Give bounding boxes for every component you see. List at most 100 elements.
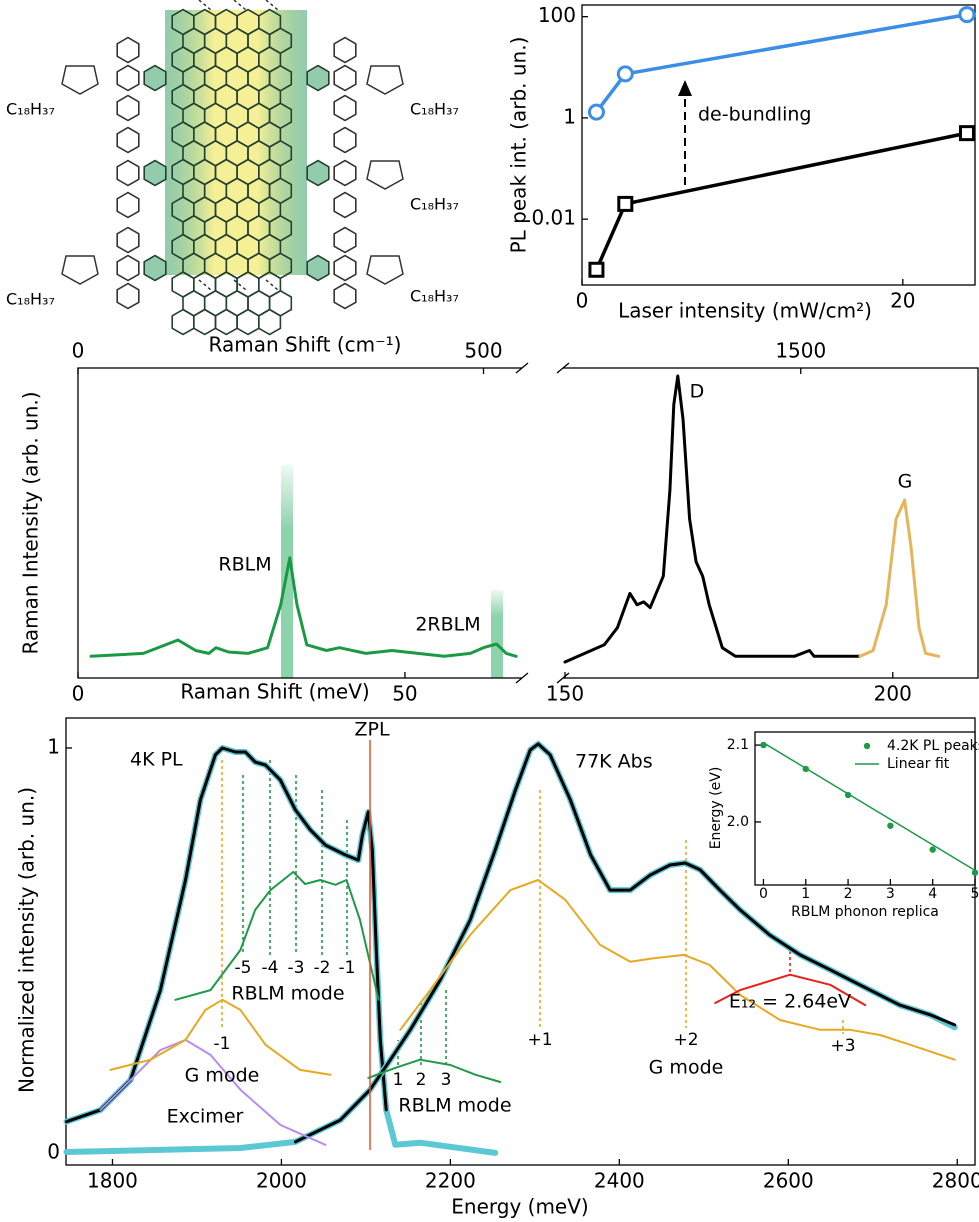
annotation: E₁₂ = 2.64eV — [729, 991, 851, 1013]
x-tick-label: 1 — [801, 886, 810, 902]
arrow-head — [678, 80, 692, 96]
x-tick-label: 20 — [890, 289, 915, 313]
series-line — [175, 872, 378, 1000]
x-tick-label: 0 — [576, 289, 589, 313]
annotation: +2 — [673, 1030, 698, 1050]
annotation: 2RBLM — [415, 614, 480, 636]
ring — [334, 193, 356, 218]
ring — [144, 161, 166, 186]
data-point — [590, 263, 603, 276]
ring — [194, 310, 216, 335]
x-tick-label: 3 — [886, 886, 895, 902]
ring — [334, 66, 356, 91]
data-point — [589, 105, 603, 119]
y-tick-label: 1 — [563, 104, 576, 128]
x-axis-label: Laser intensity (mW/cm²) — [618, 299, 872, 323]
ring — [334, 38, 356, 63]
annotation: +1 — [527, 1030, 552, 1050]
x-axis-label: RBLM phonon replica — [791, 904, 939, 920]
imide-ring — [367, 161, 403, 189]
x-axis-label: Raman Shift (meV) — [180, 680, 369, 704]
annotation: RBLM mode — [398, 1095, 511, 1117]
ring — [117, 128, 139, 153]
data-point — [887, 823, 893, 829]
ring — [237, 310, 259, 335]
x-tick-label: 150 — [546, 682, 584, 706]
y-tick-label: 0.01 — [531, 206, 576, 230]
x2-axis-label: Raman Shift (cm⁻¹) — [209, 333, 402, 357]
x-tick-label: 2200 — [425, 1169, 476, 1193]
substituent-label: C₁₈H₃₇ — [410, 100, 459, 119]
ring — [117, 284, 139, 309]
annotation: Excimer — [167, 1106, 244, 1128]
x-tick-label: 2000 — [256, 1169, 307, 1193]
annotation: 3 — [441, 1070, 452, 1090]
ring — [307, 161, 329, 186]
x-tick-label: 2800 — [932, 1169, 979, 1193]
y-tick-label: 100 — [538, 3, 576, 27]
bond-dash — [266, 280, 278, 290]
axis-break — [522, 675, 563, 681]
annotation: 1 — [393, 1070, 404, 1090]
x2-tick-label: 500 — [464, 339, 502, 363]
annotation: 4K PL — [130, 749, 183, 771]
data-point — [619, 197, 632, 210]
y-axis-label: Normalized intensity (arb. un.) — [15, 787, 39, 1093]
x-tick-label: 1800 — [87, 1169, 138, 1193]
data-point — [960, 127, 973, 140]
ring — [117, 256, 139, 281]
imide-ring — [62, 256, 98, 284]
y-tick-label: 2.0 — [727, 814, 749, 830]
x-tick-label: 5 — [971, 886, 979, 902]
figure: C₁₈H₃₇C₁₈H₃₇C₁₈H₃₇C₁₈H₃₇C₁₈H₃₇ 0.0111000… — [0, 0, 979, 1222]
annotation: -2 — [314, 958, 331, 978]
y-axis-label: Energy (eV) — [708, 767, 724, 850]
ring — [172, 310, 194, 335]
series-line — [67, 748, 496, 1153]
bond-dash — [234, 280, 246, 290]
ring — [117, 193, 139, 218]
imide-ring — [367, 256, 403, 284]
ring — [117, 38, 139, 63]
x-tick-label: 0 — [72, 682, 85, 706]
x2-tick-label: 1500 — [775, 339, 826, 363]
substituent-label: C₁₈H₃₇ — [6, 100, 55, 119]
legend-label: Linear fit — [887, 756, 950, 772]
x2-tick-label: 0 — [72, 339, 85, 363]
imide-ring — [62, 66, 98, 94]
annotation: -4 — [262, 958, 279, 978]
bond-dash — [266, 0, 278, 10]
ring — [117, 96, 139, 121]
annotation: 2 — [416, 1070, 427, 1090]
annotation: ZPL — [354, 719, 389, 741]
y-tick-label: 0 — [47, 1139, 60, 1163]
data-point — [929, 846, 935, 852]
x-tick-label: 2 — [844, 886, 853, 902]
annotation: RBLM — [218, 554, 271, 576]
x-tick-label: 50 — [392, 682, 417, 706]
ring — [334, 284, 356, 309]
substituent-label: C₁₈H₃₇ — [410, 195, 459, 214]
series-line — [565, 376, 860, 662]
ring — [117, 161, 139, 186]
ring — [307, 256, 329, 281]
y-tick-label: 2.1 — [727, 737, 749, 753]
x-tick-label: 2600 — [763, 1169, 814, 1193]
annotation: +3 — [830, 1036, 855, 1056]
annotation: 77K Abs — [575, 751, 653, 773]
plot-frame — [78, 368, 978, 678]
series-line — [91, 558, 516, 656]
annotation: RBLM mode — [231, 983, 344, 1005]
data-point — [618, 67, 632, 81]
substituent-label: C₁₈H₃₇ — [6, 290, 55, 309]
data-point — [960, 8, 974, 22]
imide-ring — [367, 66, 403, 94]
ring — [216, 310, 238, 335]
ring — [334, 96, 356, 121]
x-tick-label: 200 — [874, 682, 912, 706]
legend-label: 4.2K PL peaks — [887, 738, 979, 754]
y-axis-label: PL peak int. (arb. un.) — [507, 37, 531, 254]
annotation: -3 — [288, 958, 305, 978]
annotation: -5 — [235, 958, 252, 978]
